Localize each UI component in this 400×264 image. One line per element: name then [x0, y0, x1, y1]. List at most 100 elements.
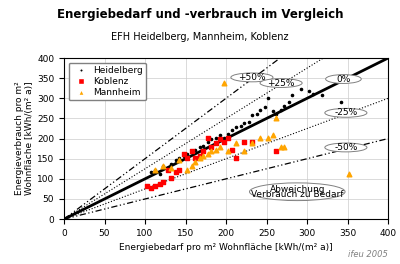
Heidelberg [205, 140, 211, 144]
Mannheim [249, 141, 255, 145]
Heidelberg [237, 124, 244, 128]
Mannheim [184, 168, 190, 172]
Heidelberg [343, 109, 349, 113]
Mannheim [176, 157, 182, 162]
Mannheim [257, 136, 263, 140]
Text: Energiebedarf und -verbrauch im Vergleich: Energiebedarf und -verbrauch im Vergleic… [57, 8, 343, 21]
Koblenz [221, 140, 228, 144]
Koblenz [172, 169, 179, 174]
Heidelberg [172, 157, 179, 162]
Ellipse shape [325, 109, 367, 117]
Koblenz [241, 140, 247, 144]
Mannheim [189, 164, 195, 168]
Heidelberg [254, 111, 260, 116]
Koblenz [156, 182, 163, 186]
Heidelberg [176, 156, 182, 160]
Koblenz [213, 141, 220, 145]
Heidelberg [213, 136, 220, 140]
Mannheim [265, 136, 271, 140]
Heidelberg [318, 93, 325, 97]
Heidelberg [184, 152, 190, 156]
Koblenz [229, 148, 236, 152]
Mannheim [192, 160, 198, 164]
Text: -25%: -25% [334, 108, 358, 117]
Heidelberg [181, 153, 187, 158]
Koblenz [216, 137, 223, 142]
Koblenz [273, 149, 280, 154]
Mannheim [168, 166, 174, 170]
Heidelberg [281, 103, 288, 108]
Mannheim [278, 145, 284, 150]
Mannheim [160, 164, 166, 168]
Koblenz [148, 186, 155, 190]
Mannheim [216, 145, 223, 150]
Text: EFH Heidelberg, Mannheim, Koblenz: EFH Heidelberg, Mannheim, Koblenz [111, 32, 289, 42]
Heidelberg [221, 136, 228, 140]
Mannheim [273, 116, 280, 120]
Heidelberg [265, 95, 271, 100]
Koblenz [249, 140, 255, 144]
Heidelberg [208, 137, 215, 142]
Koblenz [168, 176, 174, 180]
Heidelberg [224, 132, 231, 136]
Heidelberg [310, 91, 317, 96]
Ellipse shape [231, 73, 273, 82]
Koblenz [181, 152, 187, 156]
Y-axis label: Energieverbrauch pro m²
Wohnfläche [kWh/(m² a)]: Energieverbrauch pro m² Wohnfläche [kWh/… [15, 82, 34, 195]
Heidelberg [164, 166, 171, 170]
Heidelberg [289, 93, 296, 97]
Koblenz [224, 136, 231, 140]
Mannheim [197, 156, 203, 160]
Mannheim [270, 133, 276, 138]
Koblenz [152, 184, 158, 188]
Koblenz [164, 168, 171, 172]
Koblenz [189, 149, 195, 154]
Mannheim [346, 172, 352, 176]
Ellipse shape [260, 79, 302, 87]
Heidelberg [200, 144, 206, 148]
Mannheim [213, 148, 220, 152]
Text: -50%: -50% [334, 143, 358, 152]
Koblenz [144, 184, 150, 188]
Text: 0%: 0% [336, 74, 351, 83]
Koblenz [160, 180, 166, 184]
Heidelberg [286, 100, 292, 104]
Heidelberg [192, 148, 198, 152]
Mannheim [208, 149, 215, 154]
Ellipse shape [325, 143, 367, 152]
Koblenz [200, 149, 206, 154]
Heidelberg [229, 128, 236, 132]
Heidelberg [160, 164, 166, 168]
Koblenz [197, 153, 203, 158]
Heidelberg [278, 107, 284, 112]
Text: ifeu 2005: ifeu 2005 [348, 250, 388, 259]
Mannheim [200, 153, 206, 158]
Heidelberg [270, 109, 276, 113]
Heidelberg [262, 105, 268, 109]
Heidelberg [241, 121, 247, 125]
Heidelberg [152, 168, 158, 172]
Koblenz [205, 136, 211, 140]
Heidelberg [257, 107, 263, 112]
Mannheim [232, 141, 239, 145]
Text: +50%: +50% [238, 73, 266, 82]
Heidelberg [148, 169, 155, 174]
Koblenz [192, 156, 198, 160]
Text: Abweichung: Abweichung [270, 185, 325, 194]
Koblenz [176, 168, 182, 172]
Heidelberg [297, 87, 304, 92]
Legend: Heidelberg, Koblenz, Mannheim: Heidelberg, Koblenz, Mannheim [68, 63, 146, 100]
Koblenz [184, 156, 190, 160]
Heidelberg [189, 149, 195, 154]
Text: +25%: +25% [267, 79, 295, 88]
Heidelberg [249, 113, 255, 117]
Mannheim [224, 149, 231, 154]
Heidelberg [338, 100, 344, 104]
Heidelberg [168, 162, 174, 166]
Mannheim [221, 81, 228, 85]
Mannheim [241, 149, 247, 154]
Koblenz [232, 156, 239, 160]
Mannheim [205, 152, 211, 156]
Heidelberg [273, 112, 280, 116]
Koblenz [208, 145, 215, 150]
